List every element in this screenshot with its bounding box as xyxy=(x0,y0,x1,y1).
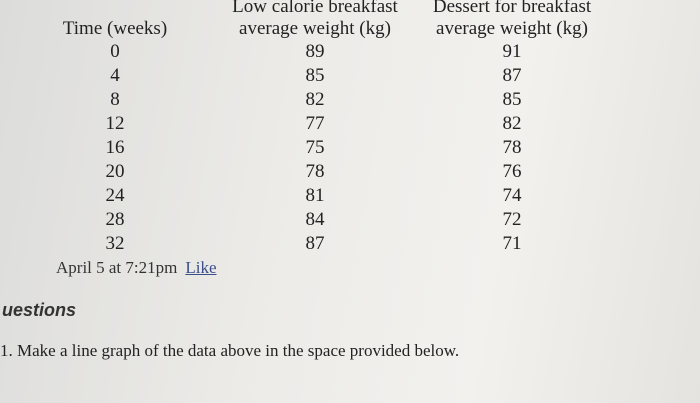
table-cell: 16 xyxy=(105,137,125,158)
table-cell: 77 xyxy=(305,113,325,134)
table-cell: 4 xyxy=(110,65,120,86)
column-header: Time (weeks) xyxy=(62,18,168,39)
table-cell: 78 xyxy=(305,161,325,182)
column-header: average weight (kg) xyxy=(436,18,588,39)
timestamp: April 5 at 7:21pm xyxy=(56,258,178,277)
table-cell: 71 xyxy=(502,233,522,254)
table-cell: 87 xyxy=(305,233,325,254)
section-title: uestions xyxy=(2,300,77,320)
column-header: average weight (kg) xyxy=(239,18,391,39)
table-cell: 76 xyxy=(502,161,522,182)
post-footer: April 5 at 7:21pm Like xyxy=(56,258,217,278)
table-cell: 81 xyxy=(305,185,325,206)
table-cell: 82 xyxy=(305,89,325,110)
table-cell: 8 xyxy=(110,89,120,110)
table-cell: 78 xyxy=(502,137,522,158)
table-cell: 91 xyxy=(502,41,522,62)
table-cell: 32 xyxy=(105,233,125,254)
table-cell: 24 xyxy=(105,185,125,206)
table-cell: 87 xyxy=(502,65,522,86)
column-header: Dessert for breakfast xyxy=(432,0,592,17)
table-cell: 75 xyxy=(305,137,325,158)
table-cell: 72 xyxy=(502,209,522,230)
table-cell: 82 xyxy=(502,113,522,134)
like-link[interactable]: Like xyxy=(185,258,217,277)
question: 1. Make a line graph of the data above i… xyxy=(0,341,460,360)
table-cell: 12 xyxy=(105,113,125,134)
table-cell: 20 xyxy=(105,161,125,182)
table-cell: 74 xyxy=(502,185,522,206)
table-cell: 85 xyxy=(502,89,522,110)
table-cell: 0 xyxy=(110,41,120,62)
table-cell: 84 xyxy=(305,209,325,230)
column-header: Low calorie breakfast xyxy=(232,0,398,17)
table-cell: 28 xyxy=(105,209,125,230)
table-cell: 85 xyxy=(305,65,325,86)
table-cell: 89 xyxy=(305,41,325,62)
